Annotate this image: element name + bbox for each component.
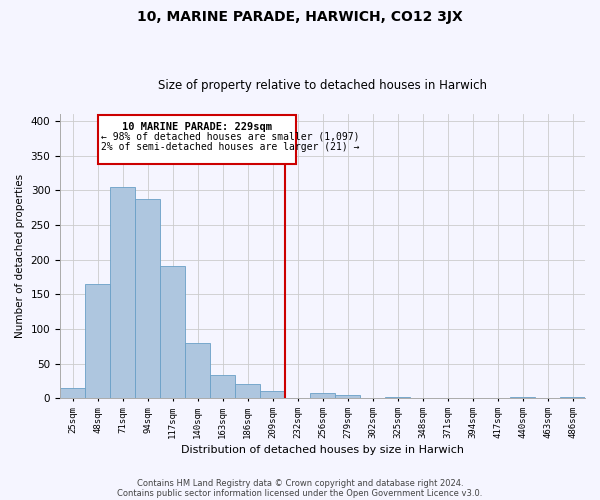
Bar — [335, 396, 360, 398]
Bar — [110, 187, 135, 398]
Text: Contains public sector information licensed under the Open Government Licence v3: Contains public sector information licen… — [118, 488, 482, 498]
Bar — [310, 392, 335, 398]
Bar — [160, 266, 185, 398]
Bar — [85, 284, 110, 398]
Bar — [385, 397, 410, 398]
Y-axis label: Number of detached properties: Number of detached properties — [15, 174, 25, 338]
Bar — [135, 198, 160, 398]
Text: 10 MARINE PARADE: 229sqm: 10 MARINE PARADE: 229sqm — [122, 122, 272, 132]
Text: 2% of semi-detached houses are larger (21) →: 2% of semi-detached houses are larger (2… — [101, 142, 360, 152]
Text: Contains HM Land Registry data © Crown copyright and database right 2024.: Contains HM Land Registry data © Crown c… — [137, 478, 463, 488]
Bar — [260, 391, 285, 398]
Title: Size of property relative to detached houses in Harwich: Size of property relative to detached ho… — [158, 79, 487, 92]
Bar — [235, 384, 260, 398]
Bar — [210, 376, 235, 398]
Bar — [185, 344, 210, 398]
X-axis label: Distribution of detached houses by size in Harwich: Distribution of detached houses by size … — [181, 445, 464, 455]
Text: ← 98% of detached houses are smaller (1,097): ← 98% of detached houses are smaller (1,… — [101, 132, 360, 141]
Bar — [60, 388, 85, 398]
Text: 10, MARINE PARADE, HARWICH, CO12 3JX: 10, MARINE PARADE, HARWICH, CO12 3JX — [137, 10, 463, 24]
FancyBboxPatch shape — [98, 116, 296, 164]
